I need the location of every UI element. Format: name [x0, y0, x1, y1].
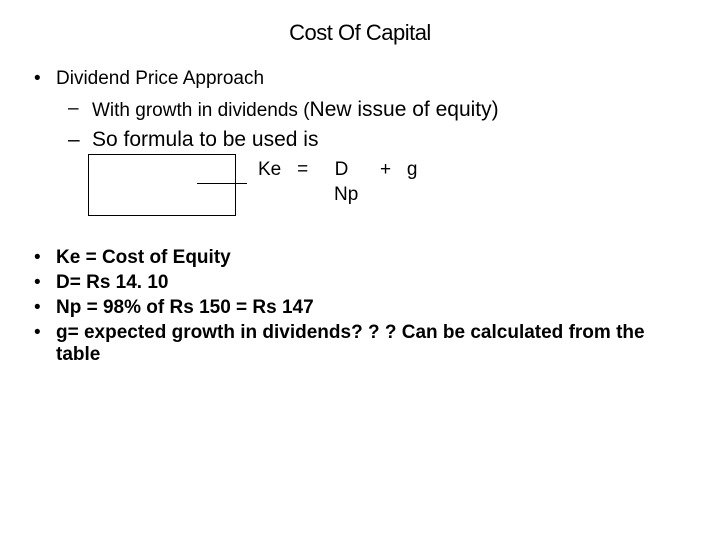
sub-bullet-1-text: With growth in dividends (New issue of e…: [92, 98, 499, 122]
sub-bullet-2: – So formula to be used is: [28, 128, 692, 152]
definition-item: • D= Rs 14. 10: [34, 272, 692, 294]
definition-item: • g= expected growth in dividends? ? ? C…: [34, 322, 692, 366]
bullet-dot-icon: •: [34, 272, 56, 294]
formula-text: Ke = D + g Np: [88, 158, 692, 207]
definition-text: Np = 98% of Rs 150 = Rs 147: [56, 297, 314, 319]
formula-line-2: Np: [258, 183, 692, 208]
bullet-dot-icon: •: [34, 68, 56, 90]
bullet-main: • Dividend Price Approach: [28, 68, 692, 90]
definition-item: • Ke = Cost of Equity: [34, 247, 692, 269]
formula-region: Ke = D + g Np: [28, 158, 692, 207]
formula-line-1: Ke = D + g: [258, 158, 692, 183]
sub-bullet-1-large: New issue of equity): [310, 98, 499, 121]
dash-icon: –: [68, 98, 92, 122]
bullet-dot-icon: •: [34, 247, 56, 269]
bullet-dot-icon: •: [34, 322, 56, 366]
definitions-list: • Ke = Cost of Equity • D= Rs 14. 10 • N…: [28, 247, 692, 366]
bullet-main-text: Dividend Price Approach: [56, 68, 264, 90]
slide-title: Cost Of Capital: [28, 20, 692, 46]
definition-text: D= Rs 14. 10: [56, 272, 169, 294]
sub-bullet-2-text: So formula to be used is: [92, 128, 318, 152]
dash-icon: –: [68, 128, 92, 152]
sub-bullet-1: – With growth in dividends (New issue of…: [28, 98, 692, 122]
sub-bullet-1-prefix: With growth in dividends (: [92, 100, 310, 121]
definition-text: Ke = Cost of Equity: [56, 247, 231, 269]
bullet-dot-icon: •: [34, 297, 56, 319]
definition-text: g= expected growth in dividends? ? ? Can…: [56, 322, 692, 366]
definition-item: • Np = 98% of Rs 150 = Rs 147: [34, 297, 692, 319]
